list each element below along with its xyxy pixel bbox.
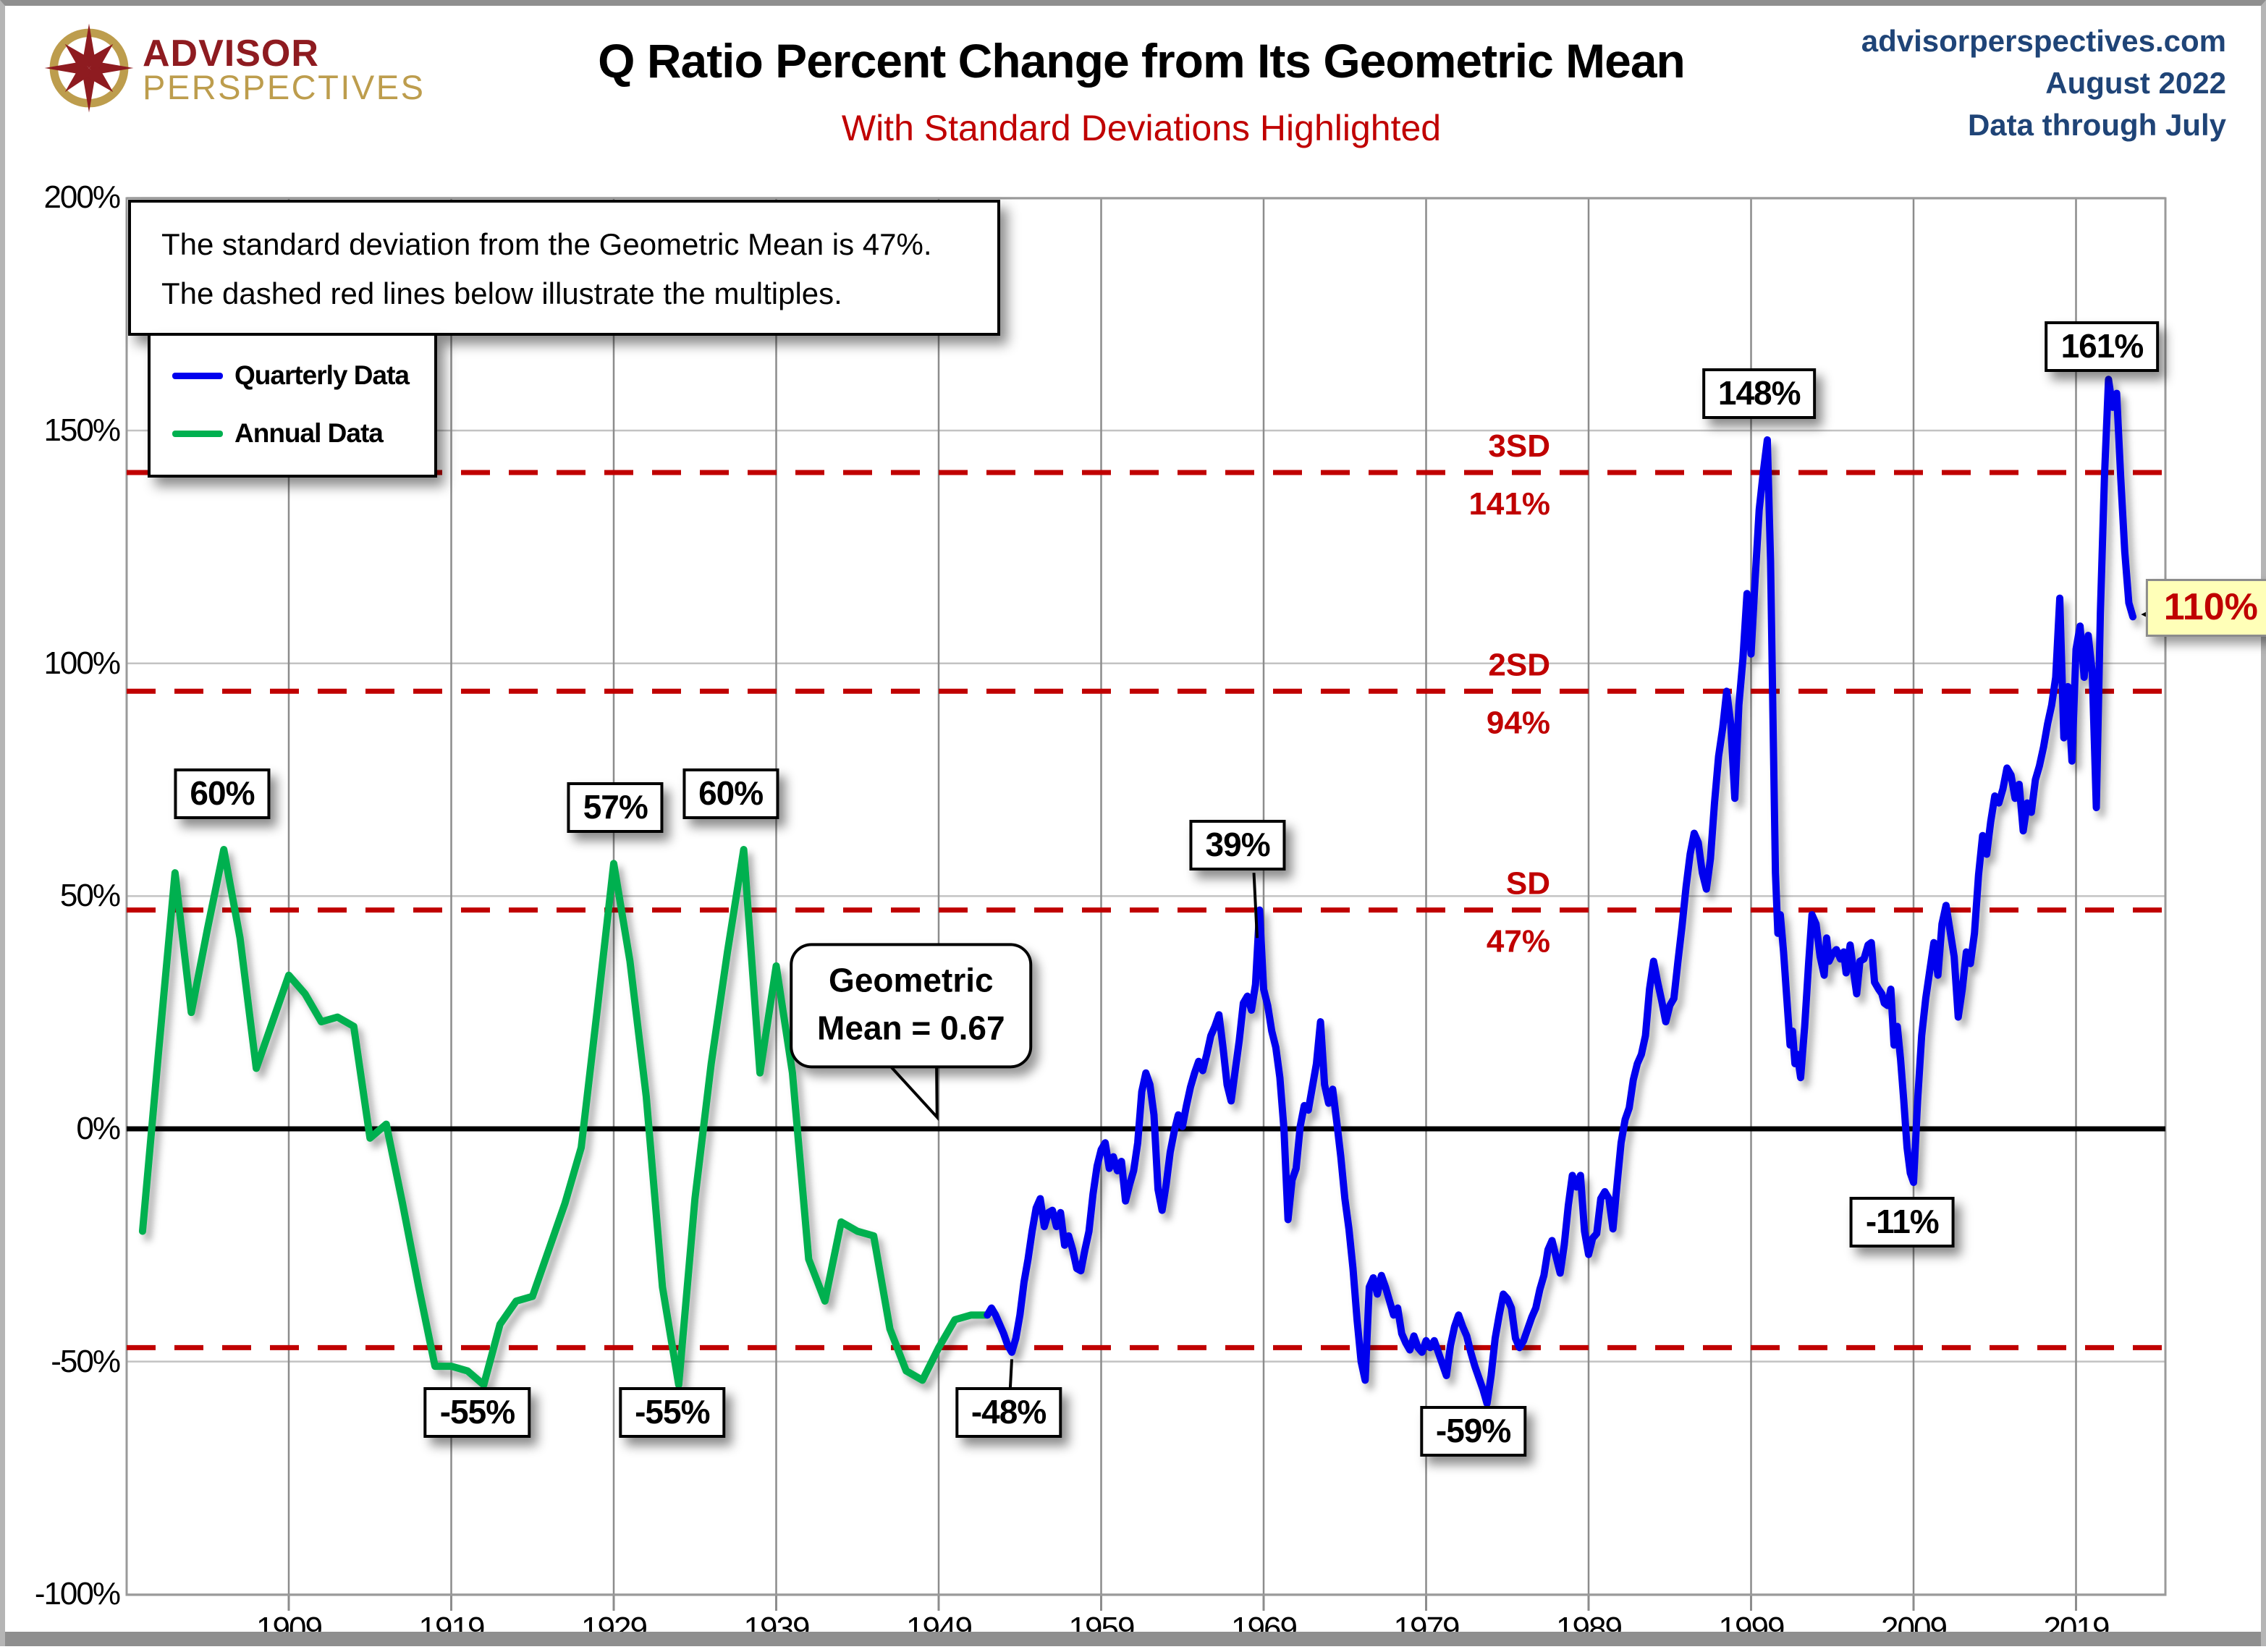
legend-item-quarterly: Quarterly Data — [172, 360, 427, 391]
legend-label-annual: Annual Data — [234, 418, 384, 448]
value-annotation: 39% — [1189, 819, 1286, 871]
value-annotation: -11% — [1849, 1196, 1955, 1248]
quarterly-series-line — [984, 376, 2137, 1407]
y-axis-label: 0% — [76, 1111, 121, 1146]
annual-series-line — [138, 846, 992, 1389]
legend-box: Quarterly Data Annual Data — [148, 333, 437, 478]
value-annotation: -55% — [423, 1387, 531, 1439]
info-line-1: The standard deviation from the Geometri… — [161, 227, 932, 261]
chart-subtitle: With Standard Deviations Highlighted — [841, 108, 1442, 148]
y-axis-label: 200% — [43, 179, 121, 216]
sd-label-value: 141% — [1468, 486, 1550, 522]
value-annotation: -55% — [619, 1387, 726, 1439]
y-axis-label: 100% — [43, 645, 121, 681]
sd-label-top: 3SD — [1488, 428, 1550, 464]
source-date: August 2022 — [2045, 65, 2226, 100]
sd-label-value: 94% — [1487, 705, 1550, 740]
annual-line-swatch — [172, 430, 223, 437]
sd-label-top: 2SD — [1488, 647, 1550, 682]
source-through: Data through July — [1967, 107, 2226, 142]
annotation-leader-line — [1008, 1359, 1014, 1390]
logo-text-perspectives: PERSPECTIVES — [143, 68, 426, 107]
compass-star-icon — [44, 23, 134, 113]
value-annotation: 60% — [174, 768, 271, 819]
value-annotation: -48% — [955, 1387, 1062, 1439]
chart-canvas: 3SD 141% 2SD 94% SD 47% — [125, 197, 2211, 1611]
value-annotation: 60% — [682, 768, 779, 819]
value-annotation: 57% — [567, 782, 664, 834]
legend-label-quarterly: Quarterly Data — [234, 360, 410, 390]
info-line-2: The dashed red lines below illustrate th… — [161, 276, 842, 311]
source-site: advisorperspectives.com — [1861, 24, 2226, 58]
value-annotation: 148% — [1701, 368, 1817, 419]
plot-border — [125, 197, 2167, 1596]
source-block: advisorperspectives.com August 2022 Data… — [1861, 20, 2226, 146]
std-dev-info-box: The standard deviation from the Geometri… — [128, 200, 1000, 336]
legend-item-annual: Annual Data — [172, 418, 427, 449]
sd-label-top: SD — [1506, 866, 1550, 902]
annotation-leader-line — [1252, 873, 1259, 939]
window-bottom-edge — [5, 1632, 2261, 1646]
chart-title: Q Ratio Percent Change from Its Geometri… — [598, 34, 1686, 88]
logo-text-advisor: ADVISOR — [143, 33, 319, 75]
y-axis-label: 150% — [43, 412, 121, 449]
sd-label-value: 47% — [1487, 924, 1550, 960]
value-annotation: 161% — [2045, 321, 2160, 373]
geometric-mean-callout: Geometric Mean = 0.67 — [790, 942, 1033, 1069]
advisor-perspectives-logo: ADVISOR PERSPECTIVES — [43, 22, 425, 114]
y-axis-label: -50% — [51, 1343, 121, 1379]
value-annotation: -59% — [1419, 1406, 1527, 1457]
callout-line-1: Geometric — [829, 960, 994, 999]
callout-line-2: Mean = 0.67 — [817, 1009, 1005, 1047]
y-axis-label: -100% — [34, 1576, 121, 1612]
latest-value-callout: 110% — [2145, 578, 2266, 637]
y-axis-label: 50% — [59, 878, 121, 914]
quarterly-line-swatch — [172, 372, 223, 379]
